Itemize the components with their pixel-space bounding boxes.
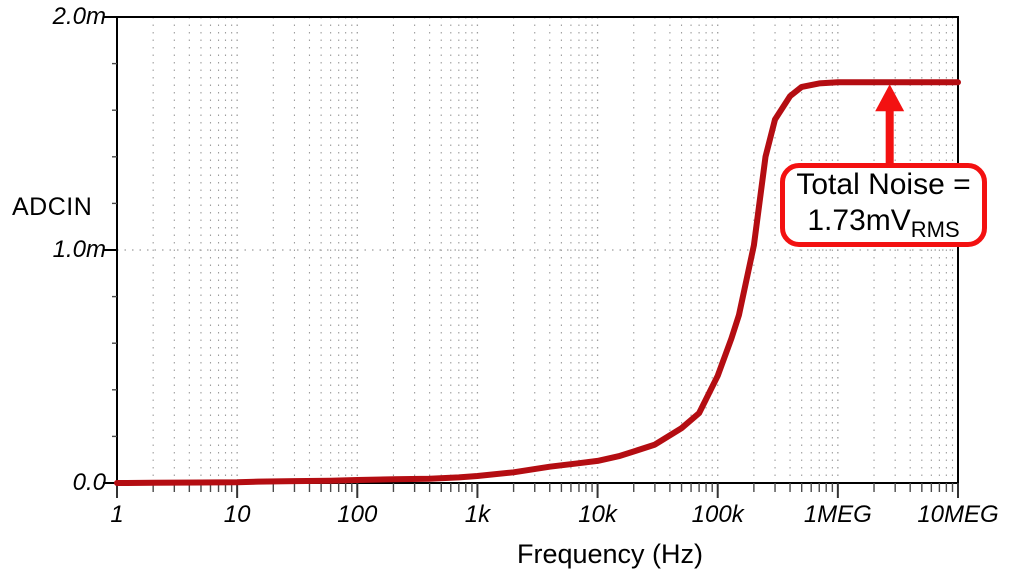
x-tick-label: 10 [223,501,251,528]
x-tick-label: 1 [110,501,124,528]
x-tick-label: 1MEG [803,501,872,528]
x-tick-label: 100k [691,501,744,528]
y-tick-label: 0.0 [72,469,106,496]
callout-unit-subscript: RMS [910,216,960,242]
callout-value: 1.73mV [807,203,911,237]
callout-arrow-head [875,84,905,112]
y-tick-label: 1.0m [52,236,106,263]
x-tick-label: 10MEG [917,501,999,528]
total-noise-callout: Total Noise = 1.73mVRMS [780,163,987,247]
callout-text-line2: 1.73mVRMS [807,203,959,243]
x-tick-label: 1k [464,501,491,528]
noise-curve [114,79,961,486]
y-axis-signal-label: ADCIN [12,193,93,221]
y-tick-label: 2.0m [52,3,106,30]
x-tick-label: 100 [337,501,378,528]
callout-text-line1: Total Noise = [796,168,971,202]
x-tick-label: 10k [578,501,617,528]
x-axis-title: Frequency (Hz) [516,539,704,569]
